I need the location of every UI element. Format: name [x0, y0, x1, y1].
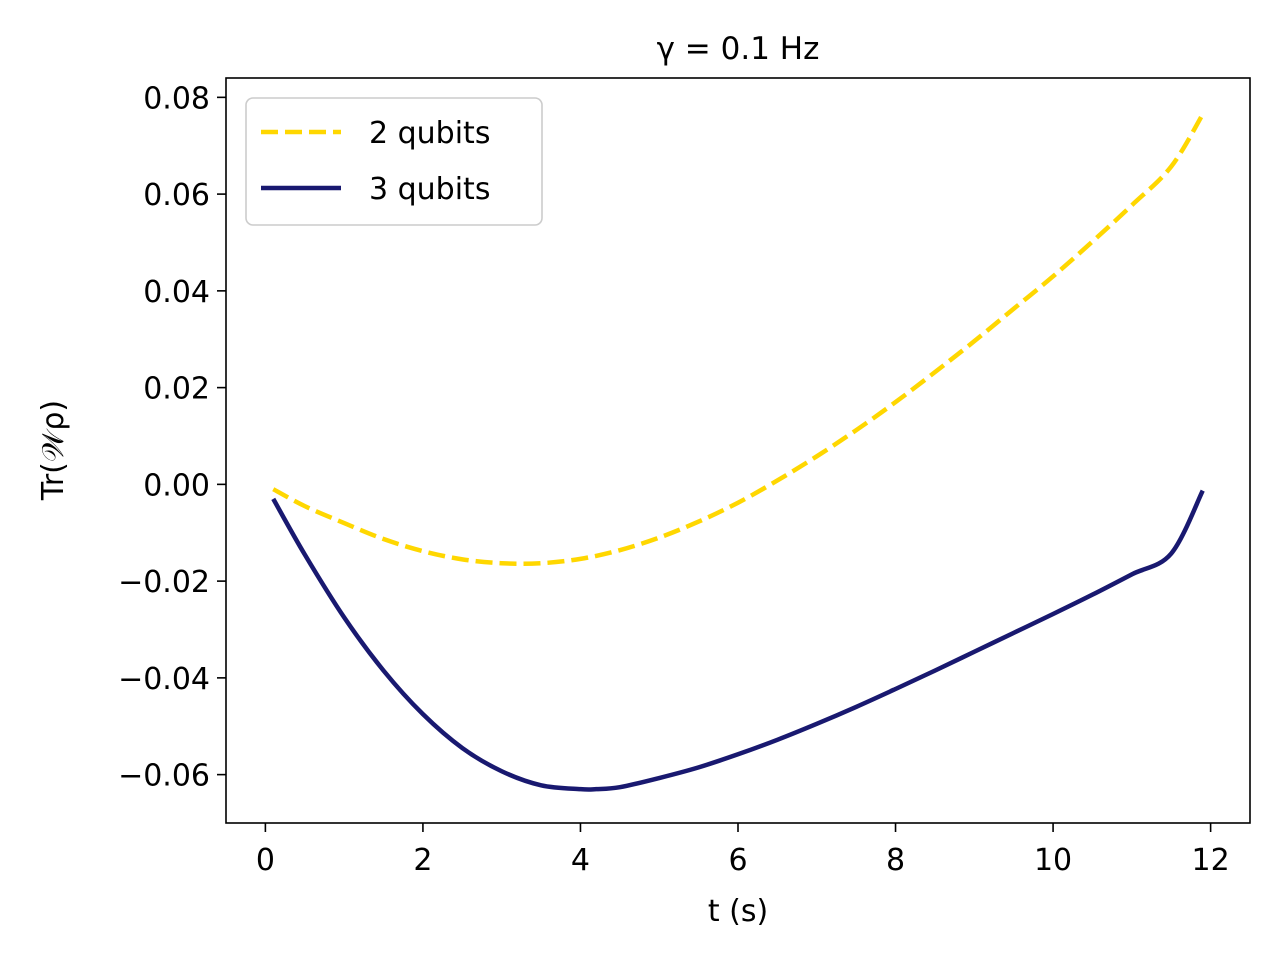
series-layer	[271, 113, 1205, 792]
y-axis-label: Tr(𝒲ρ)	[36, 400, 71, 501]
chart-title: γ = 0.1 Hz	[657, 31, 820, 67]
x-tick-label: 4	[571, 843, 590, 878]
x-axis-label: t (s)	[708, 894, 768, 929]
series-line-1	[272, 113, 1205, 566]
legend: 2 qubits 3 qubits	[245, 97, 543, 226]
y-tick-label: 0.02	[143, 372, 210, 407]
x-tick-label: 2	[413, 843, 432, 878]
legend-items: 2 qubits 3 qubits	[261, 116, 490, 207]
legend-label-1: 2 qubits	[369, 116, 490, 151]
x-tick-label: 10	[1034, 843, 1072, 878]
x-axis: 0 2 4 6 8 10 12	[256, 823, 1230, 878]
y-tick-label: −0.06	[118, 759, 210, 794]
x-tick-label: 6	[728, 843, 747, 878]
series-line-2	[271, 489, 1205, 792]
x-tick-label: 12	[1192, 843, 1230, 878]
y-tick-label: −0.02	[118, 565, 210, 600]
y-axis: −0.06 −0.04 −0.02 0.00 0.02 0.04 0.06 0.08	[118, 81, 226, 794]
y-tick-label: −0.04	[118, 662, 210, 697]
x-tick-label: 8	[886, 843, 905, 878]
y-tick-label: 0.00	[143, 468, 210, 503]
y-tick-label: 0.04	[143, 275, 210, 310]
x-tick-label: 0	[256, 843, 275, 878]
y-tick-label: 0.08	[143, 81, 210, 116]
legend-label-2: 3 qubits	[369, 172, 490, 207]
y-tick-label: 0.06	[143, 178, 210, 213]
